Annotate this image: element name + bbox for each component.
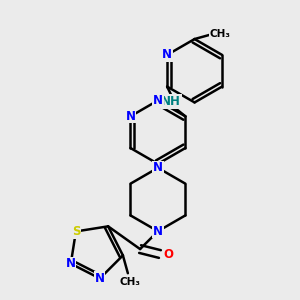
Text: CH₃: CH₃ [210,29,231,39]
Text: N: N [153,161,163,174]
Text: N: N [125,110,136,123]
Text: NH: NH [161,95,181,108]
Text: N: N [153,94,163,107]
Text: N: N [95,272,105,285]
Text: S: S [72,225,80,238]
Text: O: O [164,248,174,260]
Text: CH₃: CH₃ [119,277,140,287]
Text: N: N [66,257,76,270]
Text: N: N [153,225,163,238]
Text: N: N [162,48,172,62]
